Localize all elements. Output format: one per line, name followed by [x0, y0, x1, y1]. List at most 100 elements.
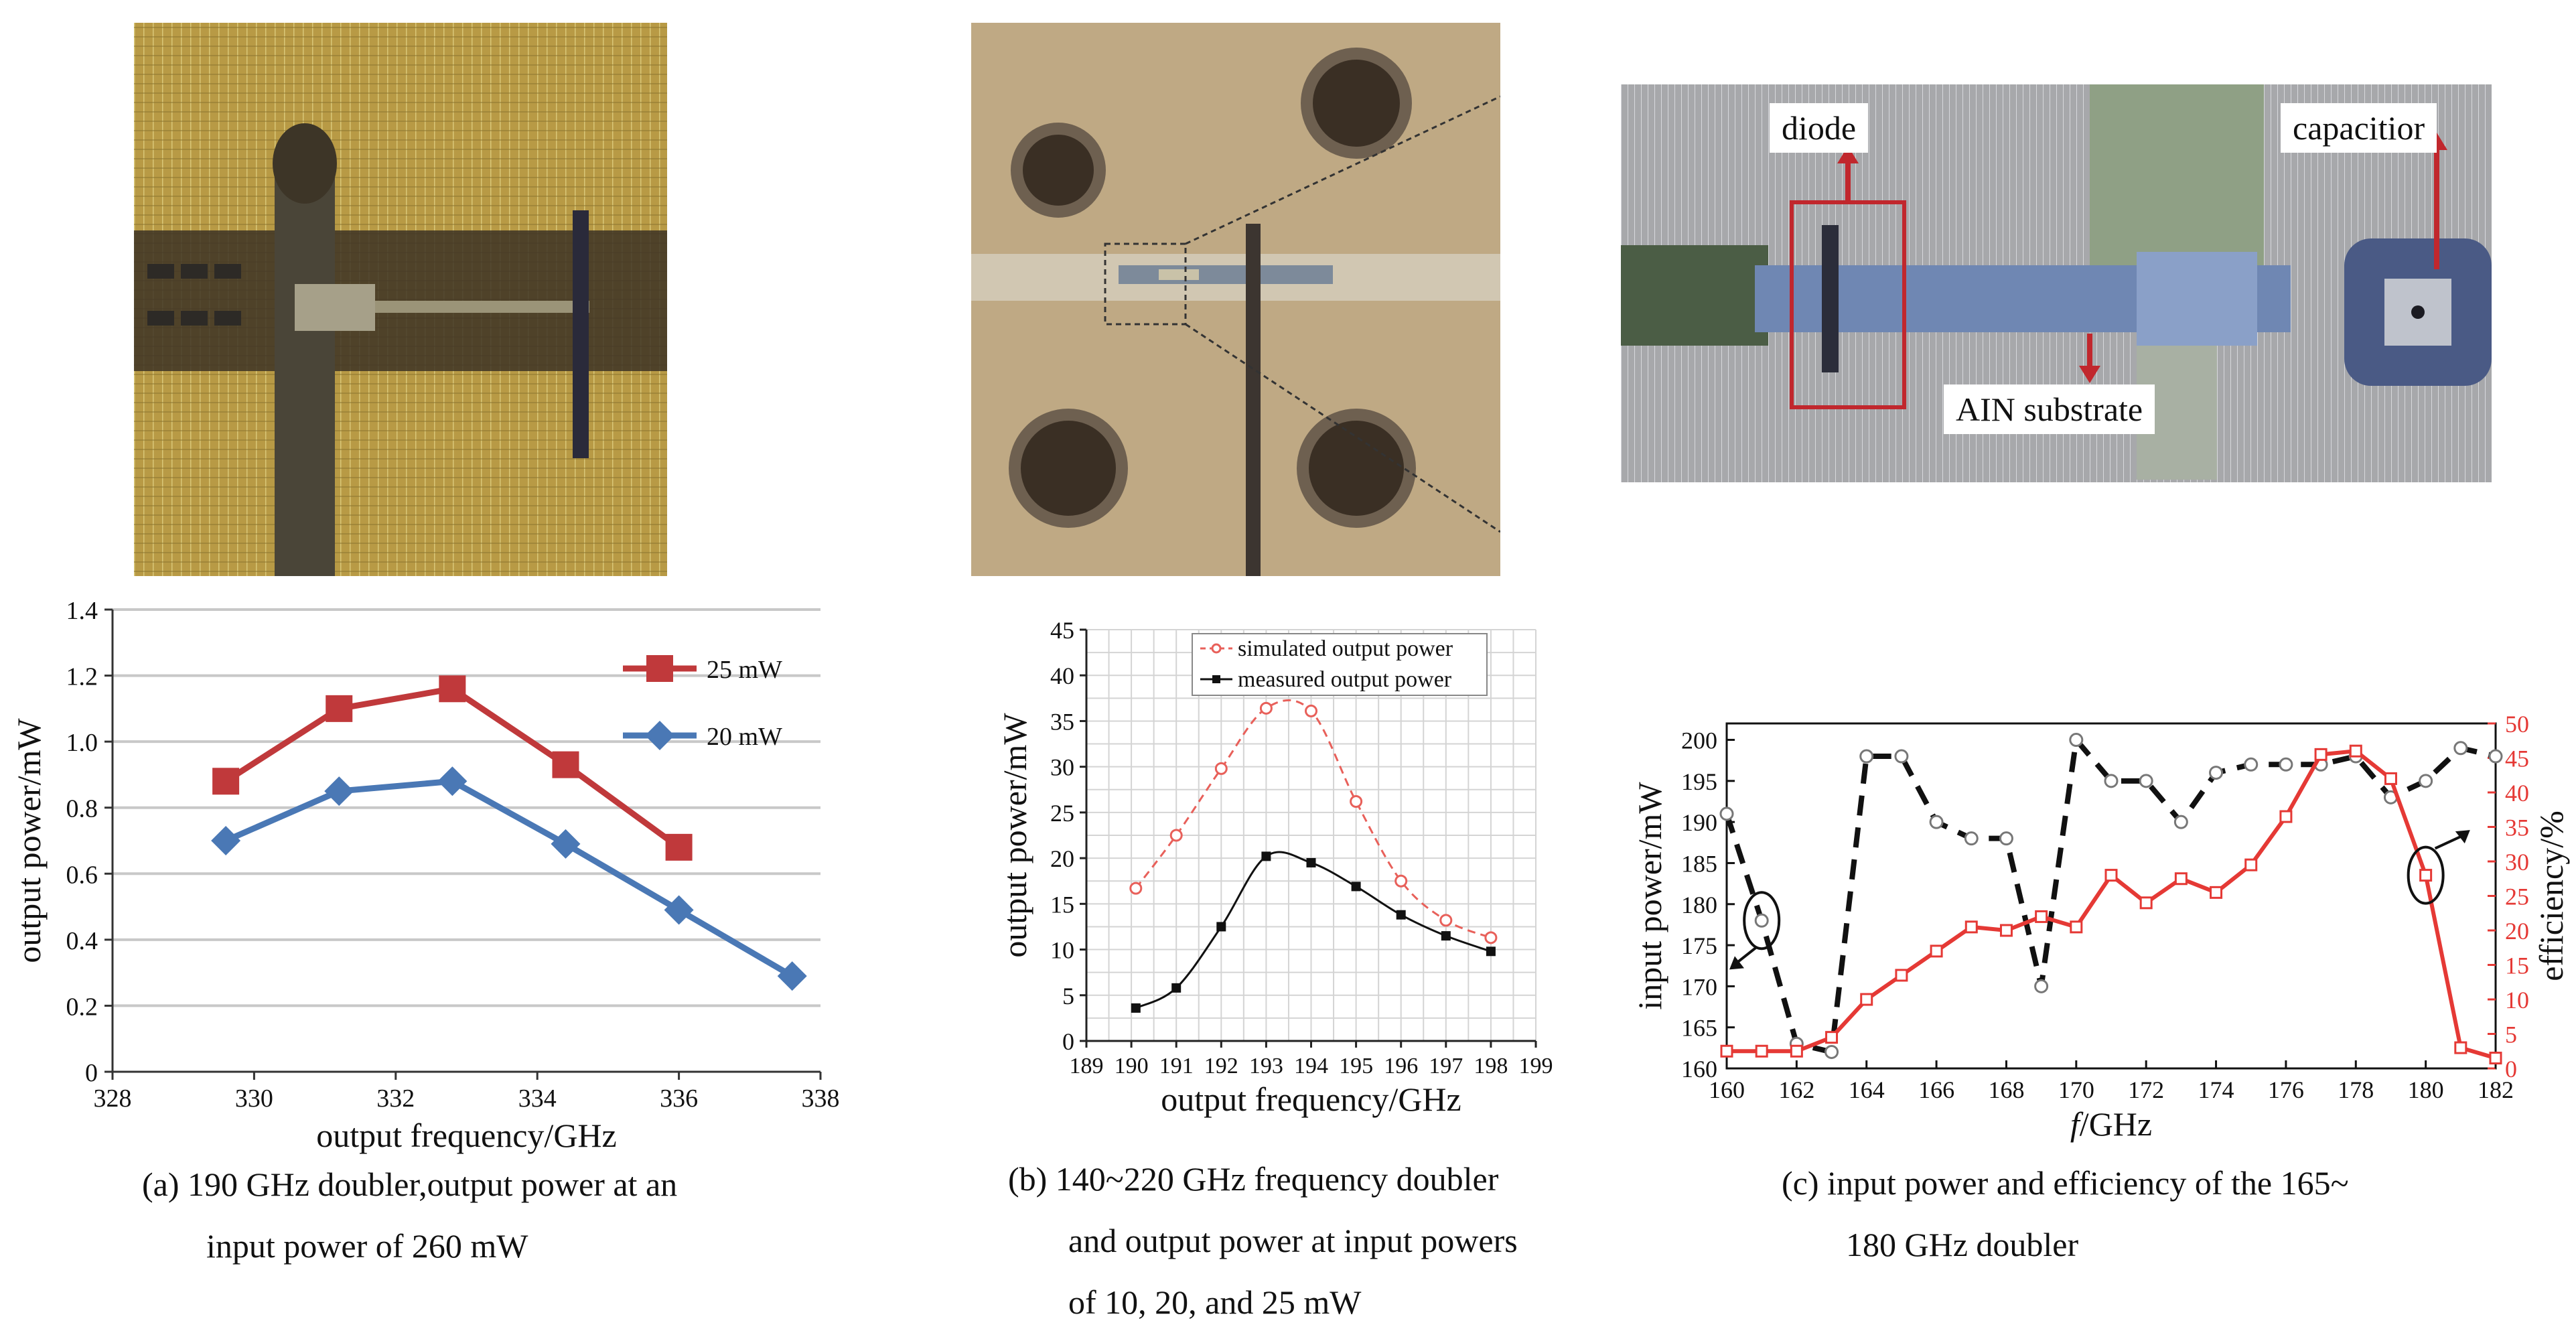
marker-b-1-5 [1351, 882, 1361, 892]
x-tick-label-c-2: 164 [1849, 1076, 1885, 1103]
marker-a-1-4 [664, 895, 694, 925]
caption-a: (a) 190 GHz doubler,output power at an i… [142, 1153, 677, 1277]
x-tick-label-c-10: 180 [2408, 1076, 2444, 1103]
series-line-c-1 [1727, 749, 2496, 1060]
marker-c-0-10 [2069, 733, 2084, 748]
marker-c-0-4 [1859, 749, 1874, 764]
marker-c-1-13 [2174, 872, 2188, 886]
x-tick-label-b-0: 189 [1070, 1054, 1104, 1078]
marker-b-0-0 [1129, 882, 1143, 895]
marker-c-1-16 [2279, 810, 2293, 823]
marker-b-1-6 [1396, 910, 1406, 920]
y2-tick-label-c-9: 45 [2505, 746, 2529, 772]
caption-c: (c) input power and efficiency of the 16… [1782, 1152, 2349, 1275]
marker-c-1-12 [2139, 896, 2153, 910]
marker-c-0-20 [2419, 774, 2433, 788]
y-tick-label-b-7: 35 [1050, 708, 1074, 735]
marker-c-1-21 [2454, 1041, 2467, 1054]
marker-c-0-22 [2488, 749, 2503, 764]
marker-c-1-11 [2104, 869, 2118, 882]
y-axis-label-c: input power/mW [1631, 782, 1668, 1010]
marker-c-1-1 [1755, 1044, 1768, 1058]
x-tick-label-b-8: 197 [1429, 1054, 1463, 1078]
marker-c-0-1 [1754, 913, 1769, 928]
y-axis-label-b: output power/mW [996, 713, 1033, 958]
x-tick-label-c-6: 172 [2128, 1076, 2164, 1103]
marker-a-1-2 [437, 766, 468, 796]
y-axis-label-a: output power/mW [10, 718, 48, 963]
marker-c-1-8 [1999, 924, 2013, 937]
marker-c-1-5 [1895, 969, 1908, 982]
chart-c: 160 165 170 175 180 185 190 195 200 0 5 10 15 20 25 30 3… [1607, 663, 2576, 1179]
y-tick-label-c-8: 200 [1681, 727, 1717, 754]
annotation-arrowhead-left-c [1729, 956, 1744, 970]
x-tick-label-b-2: 191 [1159, 1054, 1194, 1078]
y2-axis-label-c: efficiency/% [2532, 811, 2570, 981]
x-tick-label-a-5: 338 [802, 1084, 840, 1113]
x-tick-label-b-1: 190 [1115, 1054, 1149, 1078]
marker-b-1-3 [1261, 851, 1271, 861]
x-tick-label-b-4: 193 [1249, 1054, 1283, 1078]
series-line-b-0 [1135, 699, 1492, 939]
y-tick-label-b-5: 25 [1050, 800, 1074, 827]
marker-c-0-21 [2453, 741, 2468, 756]
legend-marker-a-1 [645, 721, 674, 750]
y2-tick-label-c-10: 50 [2505, 711, 2529, 738]
marker-a-1-1 [324, 776, 354, 806]
y2-tick-label-c-4: 20 [2505, 918, 2529, 944]
caption-b: (b) 140~220 GHz frequency doubler and ou… [1008, 1148, 1518, 1333]
marker-a-0-3 [552, 751, 579, 778]
y-tick-label-a-4: 0.8 [66, 795, 98, 823]
photo-b [971, 23, 1500, 576]
caption-c-line-2: 180 GHz doubler [1846, 1226, 2079, 1263]
marker-b-1-0 [1131, 1003, 1141, 1013]
marker-c-1-22 [2489, 1052, 2502, 1065]
caption-a-line-2: input power of 260 mW [206, 1227, 528, 1265]
marker-c-0-15 [2244, 757, 2259, 772]
y-tick-label-c-2: 170 [1681, 973, 1717, 1000]
x-tick-label-a-2: 332 [376, 1084, 415, 1113]
y-tick-label-a-3: 0.6 [66, 861, 98, 889]
chart-a-svg: 0 0.2 0.4 0.6 0.8 1.0 1.2 1.4 328 330 332 334 336 338… [10, 597, 840, 1154]
marker-c-0-12 [2139, 774, 2153, 788]
annotation-ellipse-right-c [2407, 845, 2445, 905]
marker-c-0-0 [1719, 806, 1734, 821]
marker-c-1-7 [1964, 920, 1978, 934]
x-axis-label-a: output frequency/GHz [316, 1117, 616, 1154]
x-tick-label-c-9: 178 [2338, 1076, 2374, 1103]
marker-c-0-3 [1824, 1044, 1839, 1059]
y-tick-label-c-7: 195 [1681, 768, 1717, 795]
legend-label-a-1: 20 mW [707, 723, 782, 751]
marker-b-1-7 [1441, 931, 1451, 941]
x-axis-label-c: f/GHz [2070, 1105, 2152, 1143]
marker-c-0-6 [1929, 815, 1944, 829]
marker-b-0-1 [1169, 829, 1183, 842]
marker-a-0-0 [212, 768, 240, 795]
x-tick-label-c-3: 166 [1918, 1076, 1954, 1103]
y2-tick-label-c-8: 40 [2505, 780, 2529, 806]
marker-b-0-3 [1259, 701, 1273, 715]
photo-a [134, 23, 667, 576]
x-tick-label-b-5: 194 [1294, 1054, 1328, 1078]
y-tick-label-c-5: 185 [1681, 850, 1717, 877]
caption-c-line-1: (c) input power and efficiency of the 16… [1782, 1164, 2349, 1202]
marker-b-0-4 [1305, 704, 1317, 717]
marker-a-1-3 [551, 829, 581, 859]
caption-b-line-1: (b) 140~220 GHz frequency doubler [1008, 1160, 1499, 1198]
marker-b-1-4 [1306, 857, 1316, 867]
y2-tick-label-c-1: 5 [2505, 1022, 2517, 1048]
x-tick-label-b-10: 199 [1519, 1054, 1553, 1078]
marker-b-0-8 [1484, 931, 1498, 944]
marker-b-1-8 [1486, 946, 1496, 957]
x-tick-label-c-11: 182 [2478, 1076, 2514, 1103]
capacitor-label: capacitior [2281, 103, 2437, 153]
marker-c-0-11 [2104, 774, 2119, 788]
marker-b-0-2 [1214, 762, 1228, 775]
x-tick-label-a-3: 334 [518, 1084, 557, 1113]
marker-c-1-10 [2070, 920, 2083, 934]
legend-marker-a-0 [646, 655, 673, 682]
marker-b-1-2 [1216, 922, 1226, 932]
y-tick-label-a-6: 1.2 [66, 663, 98, 691]
caption-a-line-1: (a) 190 GHz doubler,output power at an [142, 1166, 678, 1203]
y2-tick-label-c-7: 35 [2505, 815, 2529, 841]
